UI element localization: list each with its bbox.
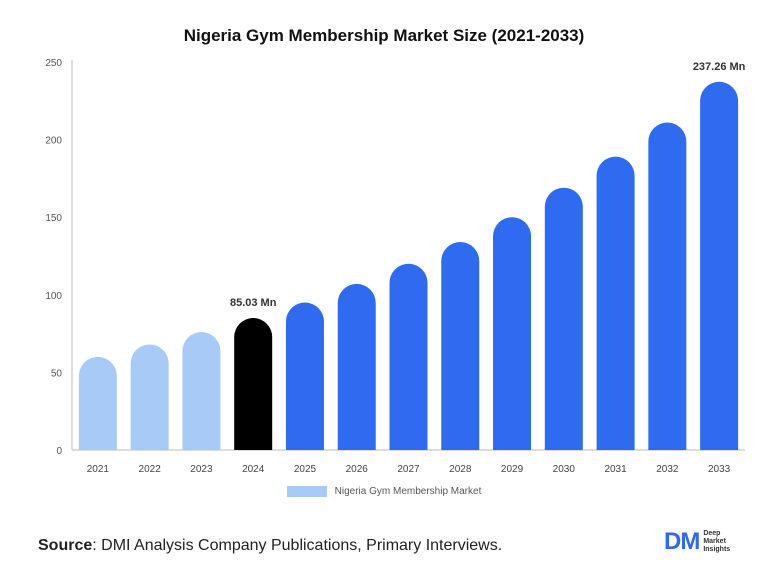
data-label: 85.03 Mn <box>230 297 277 309</box>
x-tick-label: 2030 <box>553 464 576 475</box>
x-tick-label: 2033 <box>708 464 731 475</box>
y-tick-label: 100 <box>45 291 62 302</box>
logo-mark: DM <box>664 528 700 555</box>
bar-2025 <box>285 302 324 450</box>
x-tick-label: 2028 <box>449 464 472 475</box>
bar-2024 <box>234 318 273 450</box>
legend-swatch <box>286 486 327 497</box>
y-tick-label: 250 <box>45 58 62 69</box>
bar-2026 <box>337 283 376 450</box>
source-text: : DMI Analysis Company Publications, Pri… <box>92 537 503 554</box>
y-tick-label: 150 <box>45 213 62 224</box>
bar-2027 <box>389 263 428 450</box>
x-tick-label: 2021 <box>87 464 110 475</box>
chart-title: Nigeria Gym Membership Market Size (2021… <box>183 26 585 45</box>
logo-line-3: Insights <box>703 546 731 553</box>
x-tick-label: 2023 <box>190 464 213 475</box>
logo-line-1: Deep <box>703 530 721 537</box>
bar-2022 <box>130 344 169 450</box>
bar-2031 <box>596 156 635 450</box>
x-tick-label: 2032 <box>656 464 679 475</box>
y-tick-label: 50 <box>51 368 63 379</box>
source-note: Source: DMI Analysis Company Publication… <box>38 537 502 555</box>
bar-2030 <box>544 187 583 450</box>
chart-legend: Nigeria Gym Membership Market <box>0 486 768 497</box>
x-tick-label: 2027 <box>397 464 420 475</box>
bar-2032 <box>648 122 687 450</box>
y-tick-label: 0 <box>56 446 62 457</box>
bar-2023 <box>182 332 221 450</box>
bar-2021 <box>78 356 117 450</box>
bar-2033 <box>700 81 739 451</box>
y-tick-label: 200 <box>45 136 62 147</box>
x-tick-label: 2026 <box>346 464 369 475</box>
x-tick-label: 2031 <box>604 464 627 475</box>
bar-2029 <box>493 217 532 450</box>
logo-text: Deep Market Insights <box>703 530 730 554</box>
x-tick-label: 2029 <box>501 464 524 475</box>
legend-label: Nigeria Gym Membership Market <box>334 486 482 497</box>
x-tick-label: 2025 <box>294 464 317 475</box>
x-tick-label: 2024 <box>242 464 265 475</box>
source-label: Source <box>38 537 93 554</box>
bar-chart: 0 50 100 150 200 250 2021 2022 2023 2024 2025 2026 2… <box>45 58 746 475</box>
bar-2028 <box>441 242 480 450</box>
dmi-logo: DM Deep Market Insights <box>664 530 730 554</box>
data-label: 237.26 Mn <box>693 61 746 73</box>
x-tick-label: 2022 <box>139 464 162 475</box>
logo-line-2: Market <box>703 538 726 545</box>
